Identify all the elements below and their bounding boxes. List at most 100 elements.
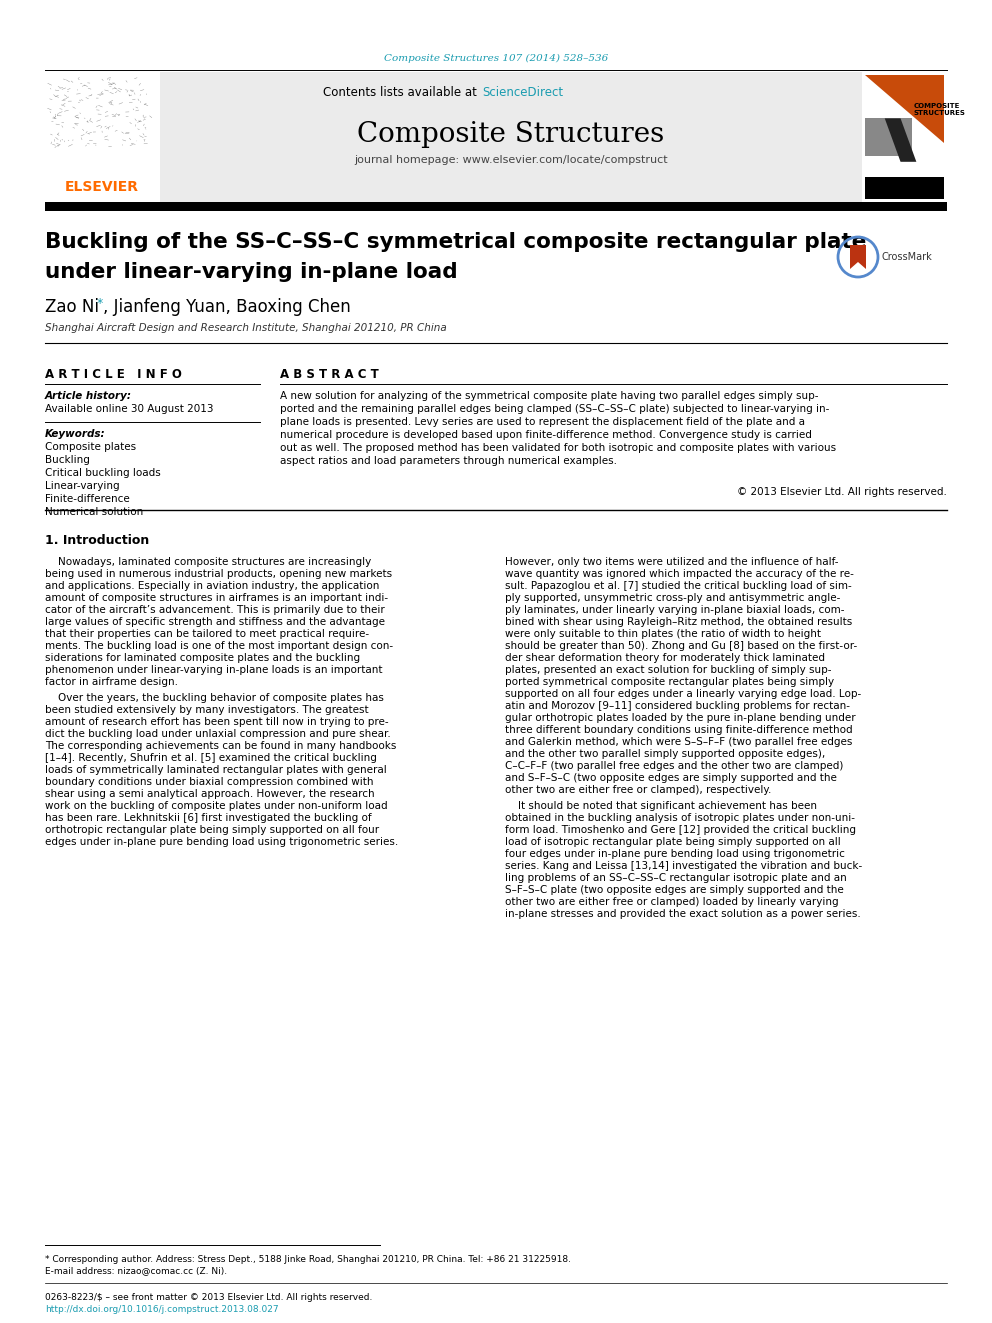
Text: been studied extensively by many investigators. The greatest: been studied extensively by many investi… <box>45 705 369 714</box>
Text: ments. The buckling load is one of the most important design con-: ments. The buckling load is one of the m… <box>45 642 393 651</box>
Text: However, only two items were utilized and the influence of half-: However, only two items were utilized an… <box>505 557 838 568</box>
Polygon shape <box>850 245 866 269</box>
Text: *: * <box>97 298 103 311</box>
Text: being used in numerous industrial products, opening new markets: being used in numerous industrial produc… <box>45 569 392 579</box>
Text: S–F–S–C plate (two opposite edges are simply supported and the: S–F–S–C plate (two opposite edges are si… <box>505 885 844 894</box>
Text: and S–F–S–C (two opposite edges are simply supported and the: and S–F–S–C (two opposite edges are simp… <box>505 773 837 783</box>
Text: numerical procedure is developed based upon finite-difference method. Convergenc: numerical procedure is developed based u… <box>280 430 811 441</box>
Text: plane loads is presented. Levy series are used to represent the displacement fie: plane loads is presented. Levy series ar… <box>280 417 805 427</box>
Text: wave quantity was ignored which impacted the accuracy of the re-: wave quantity was ignored which impacted… <box>505 569 854 579</box>
Text: other two are either free or clamped) loaded by linearly varying: other two are either free or clamped) lo… <box>505 897 838 908</box>
Text: phenomenon under linear-varying in-plane loads is an important: phenomenon under linear-varying in-plane… <box>45 665 383 675</box>
Bar <box>865 177 944 198</box>
Text: The corresponding achievements can be found in many handbooks: The corresponding achievements can be fo… <box>45 741 397 751</box>
Text: cator of the aircraft’s advancement. This is primarily due to their: cator of the aircraft’s advancement. Thi… <box>45 605 385 615</box>
Text: and Galerkin method, which were S–S–F–F (two parallel free edges: and Galerkin method, which were S–S–F–F … <box>505 737 852 747</box>
Polygon shape <box>865 75 944 143</box>
Text: C–C–F–F (two parallel free edges and the other two are clamped): C–C–F–F (two parallel free edges and the… <box>505 761 843 771</box>
Text: bined with shear using Rayleigh–Ritz method, the obtained results: bined with shear using Rayleigh–Ritz met… <box>505 617 852 627</box>
Text: supported on all four edges under a linearly varying edge load. Lop-: supported on all four edges under a line… <box>505 689 861 699</box>
Text: and the other two parallel simply supported opposite edges),: and the other two parallel simply suppor… <box>505 749 825 759</box>
Text: should be greater than 50). Zhong and Gu [8] based on the first-or-: should be greater than 50). Zhong and Gu… <box>505 642 857 651</box>
Text: Linear-varying: Linear-varying <box>45 482 120 491</box>
Text: amount of composite structures in airframes is an important indi-: amount of composite structures in airfra… <box>45 593 388 603</box>
Text: ling problems of an SS–C–SS–C rectangular isotropic plate and an: ling problems of an SS–C–SS–C rectangula… <box>505 873 847 882</box>
Text: sult. Papazoglou et al. [7] studied the critical buckling load of sim-: sult. Papazoglou et al. [7] studied the … <box>505 581 852 591</box>
Text: E-mail address: nizao@comac.cc (Z. Ni).: E-mail address: nizao@comac.cc (Z. Ni). <box>45 1266 227 1275</box>
Text: Keywords:: Keywords: <box>45 429 105 439</box>
Text: load of isotropic rectangular plate being simply supported on all: load of isotropic rectangular plate bein… <box>505 837 841 847</box>
Text: in-plane stresses and provided the exact solution as a power series.: in-plane stresses and provided the exact… <box>505 909 861 919</box>
Text: amount of research effort has been spent till now in trying to pre-: amount of research effort has been spent… <box>45 717 389 728</box>
Text: four edges under in-plane pure bending load using trigonometric: four edges under in-plane pure bending l… <box>505 849 845 859</box>
Text: 0263-8223/$ – see front matter © 2013 Elsevier Ltd. All rights reserved.: 0263-8223/$ – see front matter © 2013 El… <box>45 1293 372 1302</box>
Text: journal homepage: www.elsevier.com/locate/compstruct: journal homepage: www.elsevier.com/locat… <box>354 155 668 165</box>
Text: ELSEVIER: ELSEVIER <box>65 180 139 194</box>
Text: http://dx.doi.org/10.1016/j.compstruct.2013.08.027: http://dx.doi.org/10.1016/j.compstruct.2… <box>45 1304 279 1314</box>
Text: © 2013 Elsevier Ltd. All rights reserved.: © 2013 Elsevier Ltd. All rights reserved… <box>737 487 947 497</box>
Text: Available online 30 August 2013: Available online 30 August 2013 <box>45 404 213 414</box>
Text: , Jianfeng Yuan, Baoxing Chen: , Jianfeng Yuan, Baoxing Chen <box>103 298 351 316</box>
Text: aspect ratios and load parameters through numerical examples.: aspect ratios and load parameters throug… <box>280 456 617 466</box>
Text: under linear-varying in-plane load: under linear-varying in-plane load <box>45 262 457 282</box>
Text: dict the buckling load under unlaxial compression and pure shear.: dict the buckling load under unlaxial co… <box>45 729 391 740</box>
Bar <box>45 71 160 202</box>
Text: Nowadays, laminated composite structures are increasingly: Nowadays, laminated composite structures… <box>45 557 371 568</box>
Text: COMPOSITE
STRUCTURES: COMPOSITE STRUCTURES <box>914 103 966 116</box>
Polygon shape <box>865 118 913 156</box>
Text: were only suitable to thin plates (the ratio of width to height: were only suitable to thin plates (the r… <box>505 628 821 639</box>
Text: boundary conditions under biaxial compression combined with: boundary conditions under biaxial compre… <box>45 777 374 787</box>
Text: Finite-difference: Finite-difference <box>45 493 130 504</box>
Text: ply supported, unsymmetric cross-ply and antisymmetric angle-: ply supported, unsymmetric cross-ply and… <box>505 593 840 603</box>
Text: It should be noted that significant achievement has been: It should be noted that significant achi… <box>505 800 817 811</box>
Text: * Corresponding author. Address: Stress Dept., 5188 Jinke Road, Shanghai 201210,: * Corresponding author. Address: Stress … <box>45 1254 571 1263</box>
Text: [1–4]. Recently, Shufrin et al. [5] examined the critical buckling: [1–4]. Recently, Shufrin et al. [5] exam… <box>45 753 377 763</box>
Text: Critical buckling loads: Critical buckling loads <box>45 468 161 478</box>
Text: large values of specific strength and stiffness and the advantage: large values of specific strength and st… <box>45 617 385 627</box>
Text: der shear deformation theory for moderately thick laminated: der shear deformation theory for moderat… <box>505 654 825 663</box>
Text: edges under in-plane pure bending load using trigonometric series.: edges under in-plane pure bending load u… <box>45 837 398 847</box>
Text: Numerical solution: Numerical solution <box>45 507 143 517</box>
Bar <box>865 75 944 198</box>
Text: obtained in the buckling analysis of isotropic plates under non-uni-: obtained in the buckling analysis of iso… <box>505 814 855 823</box>
Text: Buckling of the SS–C–SS–C symmetrical composite rectangular plate: Buckling of the SS–C–SS–C symmetrical co… <box>45 232 866 251</box>
Text: other two are either free or clamped), respectively.: other two are either free or clamped), r… <box>505 785 772 795</box>
Text: 1. Introduction: 1. Introduction <box>45 533 149 546</box>
Text: factor in airframe design.: factor in airframe design. <box>45 677 178 687</box>
Text: work on the buckling of composite plates under non-uniform load: work on the buckling of composite plates… <box>45 800 388 811</box>
Text: series. Kang and Leissa [13,14] investigated the vibration and buck-: series. Kang and Leissa [13,14] investig… <box>505 861 862 871</box>
Text: has been rare. Lekhnitskii [6] first investigated the buckling of: has been rare. Lekhnitskii [6] first inv… <box>45 814 372 823</box>
Text: ScienceDirect: ScienceDirect <box>482 86 563 98</box>
Bar <box>862 71 947 202</box>
Text: out as well. The proposed method has been validated for both isotropic and compo: out as well. The proposed method has bee… <box>280 443 836 452</box>
Text: Zao Ni: Zao Ni <box>45 298 104 316</box>
Text: three different boundary conditions using finite-difference method: three different boundary conditions usin… <box>505 725 853 736</box>
Text: Over the years, the buckling behavior of composite plates has: Over the years, the buckling behavior of… <box>45 693 384 703</box>
Text: Composite Structures: Composite Structures <box>357 120 665 147</box>
Text: ply laminates, under linearly varying in-plane biaxial loads, com-: ply laminates, under linearly varying in… <box>505 605 844 615</box>
Text: ported symmetrical composite rectangular plates being simply: ported symmetrical composite rectangular… <box>505 677 834 687</box>
Text: A B S T R A C T: A B S T R A C T <box>280 368 379 381</box>
Text: Contents lists available at: Contents lists available at <box>323 86 481 98</box>
Text: orthotropic rectangular plate being simply supported on all four: orthotropic rectangular plate being simp… <box>45 826 379 835</box>
Text: and applications. Especially in aviation industry, the application: and applications. Especially in aviation… <box>45 581 379 591</box>
Text: shear using a semi analytical approach. However, the research: shear using a semi analytical approach. … <box>45 789 375 799</box>
Bar <box>160 71 862 202</box>
Text: siderations for laminated composite plates and the buckling: siderations for laminated composite plat… <box>45 654 360 663</box>
Text: ported and the remaining parallel edges being clamped (SS–C–SS–C plate) subjecte: ported and the remaining parallel edges … <box>280 404 829 414</box>
Text: Article history:: Article history: <box>45 392 132 401</box>
Text: Composite plates: Composite plates <box>45 442 136 452</box>
Text: A new solution for analyzing of the symmetrical composite plate having two paral: A new solution for analyzing of the symm… <box>280 392 818 401</box>
Text: gular orthotropic plates loaded by the pure in-plane bending under: gular orthotropic plates loaded by the p… <box>505 713 856 722</box>
Text: Buckling: Buckling <box>45 455 90 464</box>
Text: CrossMark: CrossMark <box>882 251 932 262</box>
Text: loads of symmetrically laminated rectangular plates with general: loads of symmetrically laminated rectang… <box>45 765 387 775</box>
Polygon shape <box>885 118 917 161</box>
Bar <box>45 202 947 210</box>
Text: that their properties can be tailored to meet practical require-: that their properties can be tailored to… <box>45 628 369 639</box>
Text: Composite Structures 107 (2014) 528–536: Composite Structures 107 (2014) 528–536 <box>384 53 608 62</box>
Text: form load. Timoshenko and Gere [12] provided the critical buckling: form load. Timoshenko and Gere [12] prov… <box>505 826 856 835</box>
Text: A R T I C L E   I N F O: A R T I C L E I N F O <box>45 368 182 381</box>
Text: Shanghai Aircraft Design and Research Institute, Shanghai 201210, PR China: Shanghai Aircraft Design and Research In… <box>45 323 446 333</box>
Text: atin and Morozov [9–11] considered buckling problems for rectan-: atin and Morozov [9–11] considered buckl… <box>505 701 850 710</box>
